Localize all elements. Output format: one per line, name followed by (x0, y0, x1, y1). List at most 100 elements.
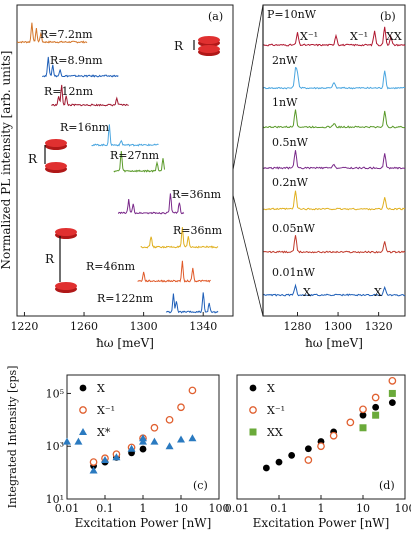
data-point (371, 393, 380, 402)
spectrum-trace-b-1 (262, 66, 406, 90)
zoom-connector (232, 194, 264, 317)
x-tick-label: 1300 (130, 320, 158, 333)
series-label: 0.2nW (272, 176, 309, 189)
data-point (139, 434, 147, 442)
x-tick-label: 0.01 (55, 502, 80, 515)
x-axis-label: Excitation Power [nW] (75, 516, 212, 530)
legend-marker (79, 406, 87, 414)
qd-illustration-r3a-top (55, 228, 77, 236)
data-point (359, 424, 367, 432)
data-point (317, 442, 325, 451)
data-point (127, 444, 136, 452)
data-point (101, 456, 109, 464)
legend-label: X (267, 382, 275, 395)
data-point (177, 403, 185, 412)
y-tick-label: 10³ (46, 440, 64, 453)
qd-illustration-r1b-top (198, 45, 220, 53)
legend-marker (249, 406, 257, 414)
data-point (150, 423, 159, 432)
data-point (112, 453, 121, 461)
x-axis-label: Excitation Power [nW] (253, 516, 390, 530)
spectrum-trace-b-2 (262, 109, 406, 129)
y-axis-label: Integrated Intensity [cps] (6, 366, 19, 509)
data-point (359, 411, 367, 419)
data-point (188, 386, 197, 395)
spectrum-trace-a-7 (137, 260, 211, 283)
series-label: 2nW (272, 54, 298, 67)
x-tick-label: 0.01 (225, 502, 250, 515)
data-point (139, 445, 147, 453)
series-label: R=7.2nm (40, 28, 93, 41)
x-tick-label: 1220 (10, 320, 38, 333)
y-axis-label: Normalized PL intensity [arb. units] (0, 51, 13, 270)
x-tick-label: 100 (395, 502, 411, 515)
peak-annotation: X⁻¹ (300, 30, 318, 43)
spectrum-trace-a-2 (51, 84, 129, 107)
spectrum-trace-a-1 (41, 56, 119, 78)
spectrum-trace-a-6 (140, 227, 219, 249)
data-point (388, 377, 397, 385)
x-tick-label: 10 (174, 502, 188, 515)
series-label: R=46nm (86, 260, 136, 273)
x-tick-label: 1340 (189, 320, 217, 333)
data-point (165, 415, 174, 424)
data-point (359, 405, 367, 414)
spectrum-trace-b-6 (262, 283, 406, 297)
series-label: R=27nm (110, 149, 160, 162)
panel-label: (b) (380, 10, 396, 23)
spectrum-trace-a-0 (16, 22, 88, 44)
plot-frame-0 (16, 4, 234, 317)
qd-illustration-r2b-top (45, 162, 67, 170)
legend-marker (79, 428, 87, 435)
data-point (304, 445, 312, 453)
x-tick-label: 10 (356, 502, 370, 515)
panel-label: (d) (379, 479, 395, 492)
peak-annotation: X (374, 286, 382, 299)
data-point (89, 466, 98, 474)
x-tick-label: 1300 (324, 320, 352, 333)
series-label: R=122nm (97, 292, 154, 305)
peak-annotation: XX (386, 30, 402, 43)
legend-label: X* (97, 426, 111, 439)
x-tick-label: 1 (140, 502, 147, 515)
x-tick-label: 1280 (283, 320, 311, 333)
spectrum-trace-a-8 (165, 292, 219, 314)
illustration-r-label: R (28, 152, 38, 166)
spectrum-trace-b-5 (262, 235, 406, 254)
series-label: 0.01nW (272, 266, 316, 279)
qd-illustration-r1a-top (198, 36, 220, 44)
data-point (74, 437, 83, 445)
legend-marker (79, 384, 87, 392)
spectrum-trace-b-0 (262, 26, 406, 47)
data-point (150, 437, 159, 445)
data-point (372, 403, 380, 411)
data-point (165, 442, 174, 450)
data-point (329, 431, 338, 440)
data-point (188, 434, 197, 442)
data-point (346, 418, 355, 427)
spectrum-trace-b-3 (262, 150, 406, 170)
data-point (388, 399, 396, 406)
illustration-r-label: R (174, 39, 184, 53)
spectrum-trace-a-3 (91, 124, 159, 147)
peak-annotation: X⁻¹ (350, 30, 368, 43)
series-label: 1nW (272, 96, 298, 109)
x-tick-label: 1260 (70, 320, 98, 333)
legend-marker (249, 428, 257, 436)
x-tick-label: 100 (209, 502, 230, 515)
panel-label: (a) (208, 10, 223, 23)
spectrum-trace-a-4 (113, 150, 165, 173)
legend-label: X (97, 382, 105, 395)
data-point (288, 451, 296, 459)
series-label: R=12nm (44, 85, 94, 98)
y-tick-label: 10¹ (46, 493, 64, 506)
x-axis-label: ħω [meV] (96, 336, 154, 350)
illustration-r-label: R (45, 252, 55, 266)
x-tick-label: 0.1 (96, 502, 114, 515)
x-tick-label: 1 (318, 502, 325, 515)
series-label: R=16nm (60, 121, 110, 134)
zoom-connector (232, 4, 264, 171)
data-point (275, 458, 283, 466)
x-tick-label: 0.1 (270, 502, 288, 515)
data-point (177, 435, 185, 443)
